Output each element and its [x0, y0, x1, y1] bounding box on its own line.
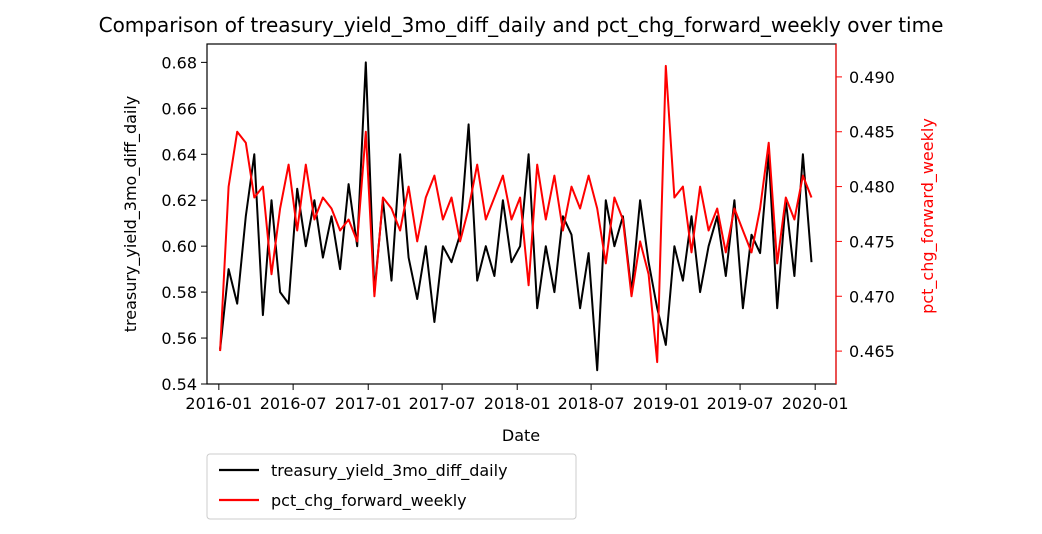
x-tick-label: 2017-01: [335, 394, 402, 413]
x-axis-ticks: 2016-01 2016-07 2017-01 2017-07 2018-01 2018-…: [185, 384, 849, 413]
legend-label-left-series: treasury_yield_3mo_diff_daily: [271, 461, 508, 481]
left-y-tick-label: 0.58: [161, 283, 197, 302]
series-line-left: [219, 61, 813, 372]
left-y-tick-label: 0.60: [161, 237, 197, 256]
left-axis-label: treasury_yield_3mo_diff_daily: [121, 96, 141, 333]
left-y-tick-label: 0.56: [161, 329, 197, 348]
left-axis-ticks: 0.54 0.56 0.58 0.60 0.62 0.64 0.66 0.68: [161, 53, 207, 394]
left-y-tick-label: 0.64: [161, 145, 197, 164]
right-axis-label: pct_chg_forward_weekly: [918, 118, 938, 314]
x-tick-label: 2020-01: [782, 394, 849, 413]
right-y-tick-label: 0.480: [849, 178, 895, 197]
left-y-tick-label: 0.62: [161, 191, 197, 210]
x-tick-label: 2019-07: [707, 394, 774, 413]
legend-box: [206, 453, 577, 520]
series-line-right: [219, 64, 813, 364]
right-y-tick-label: 0.465: [849, 342, 895, 361]
legend-label-right-series: pct_chg_forward_weekly: [271, 491, 467, 511]
right-y-tick-label: 0.485: [849, 123, 895, 142]
plot-lines: [219, 61, 813, 372]
right-axis-ticks: 0.465 0.470 0.475 0.480 0.485 0.490: [836, 68, 895, 361]
x-tick-label: 2016-01: [185, 394, 252, 413]
left-y-tick-label: 0.54: [161, 375, 197, 394]
x-tick-label: 2018-01: [484, 394, 551, 413]
left-y-tick-label: 0.68: [161, 53, 197, 72]
x-tick-label: 2016-07: [260, 394, 327, 413]
right-y-tick-label: 0.475: [849, 232, 895, 251]
chart-title: Comparison of treasury_yield_3mo_diff_da…: [99, 13, 944, 37]
right-y-tick-label: 0.470: [849, 287, 895, 306]
legend: treasury_yield_3mo_diff_daily pct_chg_fo…: [206, 453, 577, 520]
x-tick-label: 2019-01: [633, 394, 700, 413]
right-y-tick-label: 0.490: [849, 68, 895, 87]
x-axis-label: Date: [502, 426, 540, 445]
x-tick-label: 2018-07: [558, 394, 625, 413]
left-y-tick-label: 0.66: [161, 99, 197, 118]
x-tick-label: 2017-07: [409, 394, 476, 413]
